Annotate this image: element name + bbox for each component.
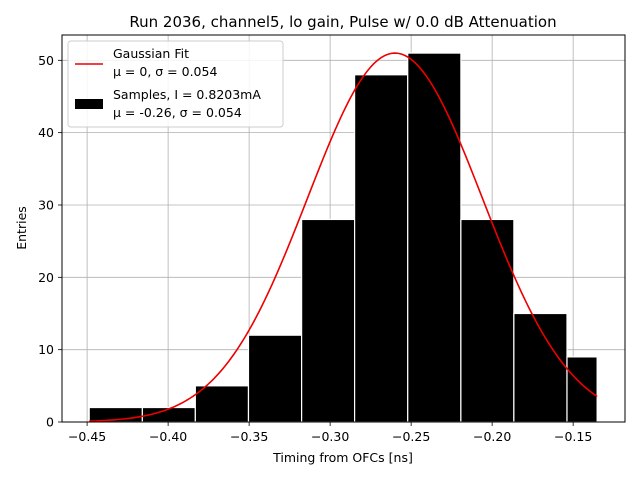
y-tick-label: 20 bbox=[38, 270, 54, 285]
x-tick-label: −0.15 bbox=[554, 429, 592, 444]
bars-layer bbox=[88, 52, 598, 423]
y-axis-label: Entries bbox=[14, 206, 29, 250]
histogram-bar bbox=[460, 218, 515, 423]
plot-frame bbox=[61, 34, 626, 423]
gaussian-fit-curve bbox=[89, 52, 598, 422]
histogram-bar bbox=[407, 52, 462, 423]
histogram-bar bbox=[566, 356, 598, 423]
histogram-bar bbox=[353, 74, 409, 423]
x-tick-label: −0.35 bbox=[230, 429, 268, 444]
x-tick-label: −0.25 bbox=[392, 429, 430, 444]
y-axis: 0 10 20 30 40 50 bbox=[38, 53, 62, 430]
fit-layer bbox=[89, 52, 598, 422]
histogram-bar bbox=[247, 334, 303, 423]
histogram-bar bbox=[194, 385, 250, 423]
legend: Gaussian Fit μ = 0, σ = 0.054 Samples, I… bbox=[67, 40, 284, 128]
legend-samples-swatch bbox=[75, 99, 103, 109]
x-tick-label: −0.40 bbox=[149, 429, 187, 444]
x-axis: −0.45 −0.40 −0.35 −0.30 −0.25 −0.20 −0.15 bbox=[68, 422, 592, 444]
y-tick-label: 0 bbox=[46, 415, 54, 430]
y-tick-label: 30 bbox=[38, 197, 54, 212]
histogram-bar bbox=[301, 218, 356, 423]
x-tick-label: −0.45 bbox=[68, 429, 106, 444]
legend-fit-label: Gaussian Fit bbox=[113, 46, 189, 61]
chart-title: Run 2036, channel5, lo gain, Pulse w/ 0.… bbox=[129, 13, 556, 31]
y-tick-label: 40 bbox=[38, 125, 54, 140]
legend-fit-params: μ = 0, σ = 0.054 bbox=[113, 64, 217, 79]
y-tick-label: 50 bbox=[38, 53, 54, 68]
y-tick-label: 10 bbox=[38, 342, 54, 357]
histogram-bar bbox=[513, 312, 568, 423]
legend-box bbox=[67, 40, 284, 128]
x-tick-label: −0.30 bbox=[311, 429, 349, 444]
x-tick-label: −0.20 bbox=[473, 429, 511, 444]
legend-samples-params: μ = -0.26, σ = 0.054 bbox=[113, 105, 242, 120]
x-axis-label: Timing from OFCs [ns] bbox=[272, 450, 413, 465]
legend-samples-label: Samples, I = 0.8203mA bbox=[113, 87, 261, 102]
